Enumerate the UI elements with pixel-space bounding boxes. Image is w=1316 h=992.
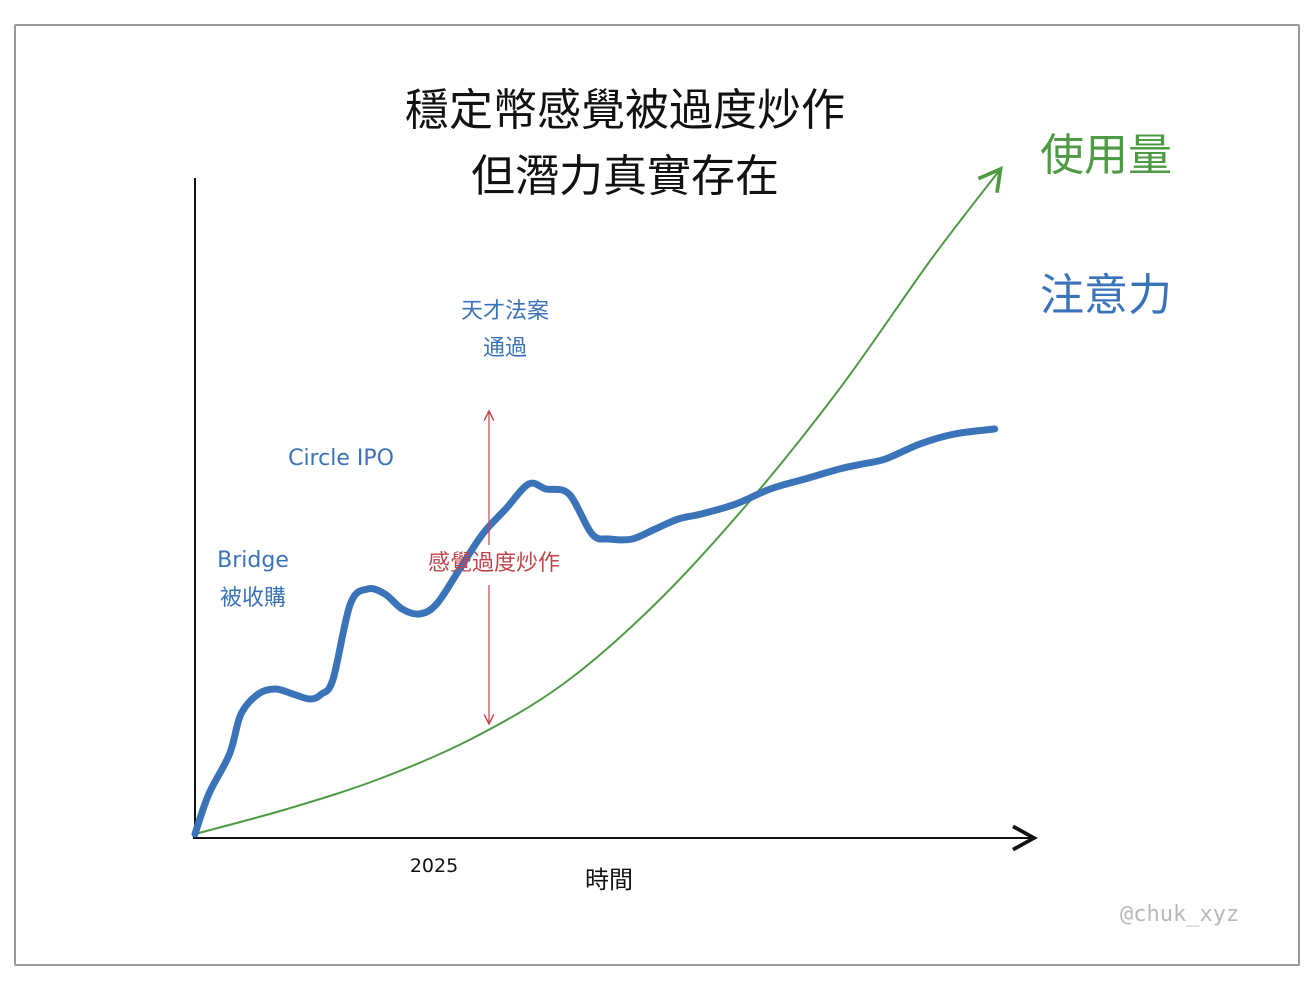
chart-title: 穩定幣感覺被過度炒作 但潛力真實存在 bbox=[340, 78, 910, 210]
annotation-hype-gap: 感覺過度炒作 bbox=[428, 551, 560, 576]
annotation-bridge-line-1: Bridge bbox=[217, 548, 289, 573]
x-axis-label: 時間 bbox=[585, 866, 633, 894]
attention-series-line bbox=[191, 425, 999, 838]
annotation-circle-ipo: Circle IPO bbox=[288, 446, 394, 471]
annotation-genius-act-line-2: 通過 bbox=[483, 336, 527, 361]
usage-series-label: 使用量 bbox=[1040, 130, 1172, 181]
attention-series-label: 注意力 bbox=[1040, 270, 1172, 321]
chart-frame bbox=[14, 24, 1300, 966]
x-tick-2025: 2025 bbox=[410, 855, 458, 877]
annotation-genius-act-line-1: 天才法案 bbox=[461, 299, 549, 324]
chart-title-line-1: 穩定幣感覺被過度炒作 bbox=[405, 85, 845, 136]
chart-title-line-2: 但潛力真實存在 bbox=[471, 151, 779, 202]
usage-series-line bbox=[194, 165, 1003, 835]
author-watermark: @chuk_xyz bbox=[1120, 902, 1240, 927]
annotation-bridge-line-2: 被收購 bbox=[220, 586, 286, 611]
